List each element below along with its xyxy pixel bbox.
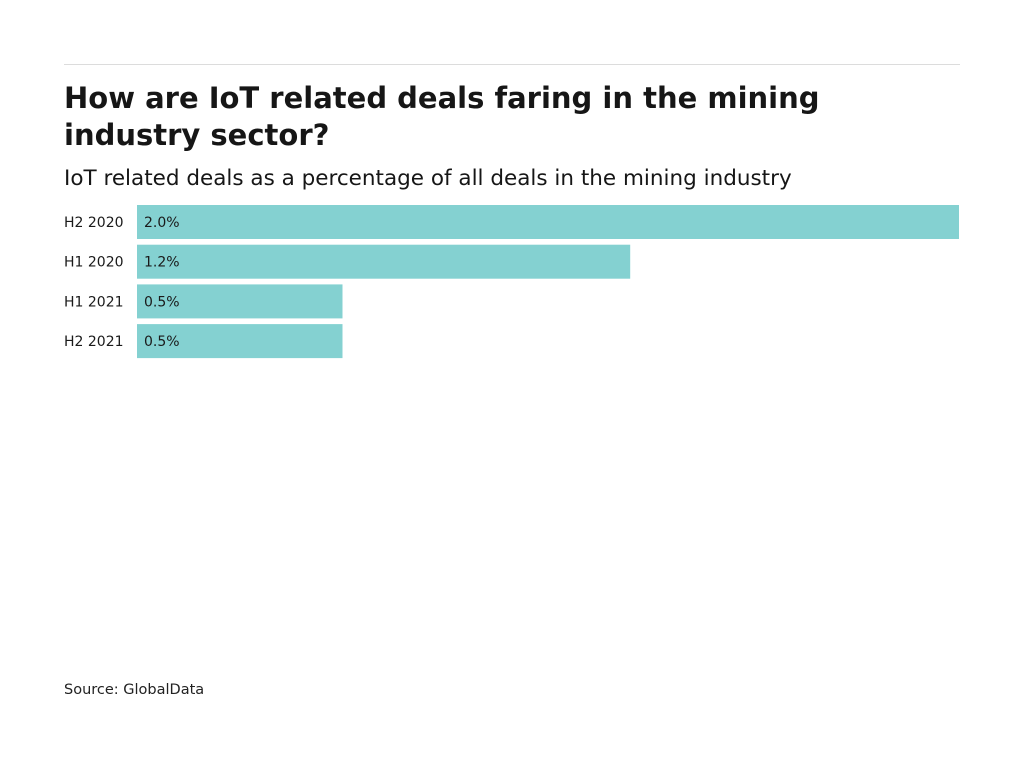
- chart-title: How are IoT related deals faring in the …: [64, 81, 820, 152]
- bar: [137, 244, 631, 279]
- value-label: 1.2%: [144, 255, 180, 271]
- value-label: 0.5%: [144, 294, 180, 310]
- bar: [137, 324, 343, 359]
- top-divider: [64, 64, 960, 65]
- category-label: H1 2021: [64, 294, 124, 310]
- value-label: 2.0%: [144, 215, 180, 231]
- bar: [137, 284, 343, 319]
- category-label: H2 2021: [64, 334, 124, 350]
- chart-subtitle: IoT related deals as a percentage of all…: [64, 166, 792, 191]
- bar: [137, 205, 959, 239]
- source-note: Source: GlobalData: [64, 682, 205, 698]
- category-label: H1 2020: [64, 255, 124, 271]
- value-label: 0.5%: [144, 334, 180, 350]
- category-label: H2 2020: [64, 215, 124, 231]
